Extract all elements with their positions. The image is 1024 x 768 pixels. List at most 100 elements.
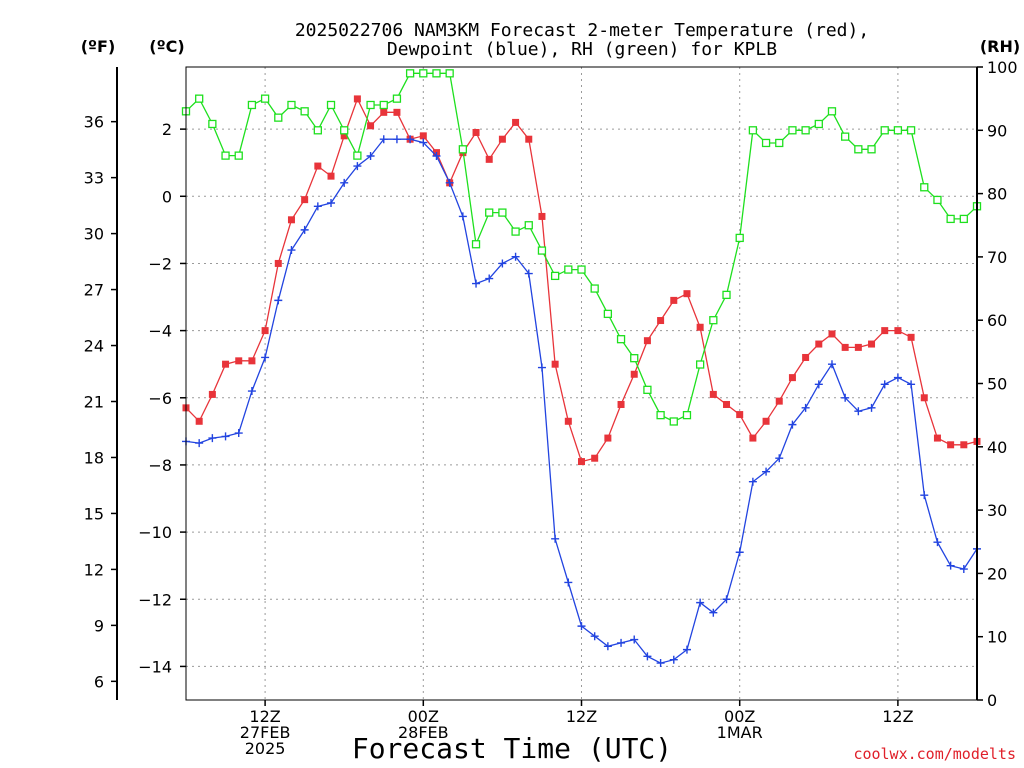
rh-point: [208, 119, 217, 129]
rh-point: [735, 233, 744, 243]
dewpoint-point: [722, 595, 731, 604]
2-meter-temperature-point: [854, 343, 862, 351]
rh-point: [195, 94, 204, 103]
x-tick-label: 00Z: [408, 707, 439, 726]
2-meter-temperature-point: [393, 108, 401, 116]
dewpoint-point: [709, 608, 718, 617]
celsius-tick-label: 2: [162, 120, 172, 139]
rh-tick-label: 90: [987, 121, 1007, 140]
rh-point: [656, 410, 665, 420]
dewpoint-point: [234, 429, 243, 438]
x-tick-label: 12Z: [249, 707, 280, 726]
2-meter-temperature-point: [340, 132, 348, 140]
2-meter-temperature-point: [881, 327, 889, 335]
dewpoint-point: [458, 212, 467, 221]
fahrenheit-tick-label: 18: [84, 448, 104, 467]
2-meter-temperature-point: [287, 216, 295, 224]
fahrenheit-unit-label: (ºF): [81, 37, 116, 56]
celsius-tick-label: −6: [148, 389, 172, 408]
rh-point: [524, 221, 533, 230]
rh-point: [709, 316, 718, 325]
grid-lines: [186, 67, 977, 700]
dewpoint-point: [801, 403, 810, 412]
fahrenheit-tick-label: 27: [84, 281, 104, 300]
rh-tick-label: 30: [987, 501, 1007, 520]
2-meter-temperature-point: [933, 434, 941, 442]
2-meter-temperature-point: [762, 417, 770, 425]
2-meter-temperature-point: [538, 212, 546, 220]
rh-point: [498, 208, 507, 217]
rh-point: [814, 119, 823, 129]
dewpoint-point: [247, 387, 256, 396]
fahrenheit-tick-label: 21: [84, 393, 104, 412]
dewpoint-point: [762, 467, 771, 476]
dewpoint-point: [880, 380, 889, 389]
dewpoint-point: [445, 178, 454, 187]
rh-point: [537, 246, 547, 255]
2-meter-temperature-point: [380, 108, 388, 116]
dewpoint-point: [603, 642, 612, 651]
2-meter-temperature-point: [195, 417, 203, 425]
dewpoint-point: [353, 162, 362, 171]
plot-frame: [185, 66, 978, 701]
rh-point: [221, 151, 230, 160]
rh-point: [590, 284, 599, 293]
dewpoint-point: [208, 434, 217, 443]
rh-unit-label: (RH): [980, 37, 1020, 56]
rh-point: [933, 195, 942, 205]
dewpoint-point: [432, 151, 441, 160]
2-meter-temperature-point: [353, 95, 361, 103]
dewpoint-point: [340, 178, 349, 187]
2-meter-temperature-point: [512, 118, 520, 126]
rh-tick-label: 60: [987, 311, 1007, 330]
dewpoint-point: [933, 538, 942, 547]
rh-point: [340, 126, 349, 135]
2-meter-temperature-point: [947, 441, 955, 449]
rh-point: [471, 240, 481, 249]
2-meter-temperature-point: [525, 135, 533, 143]
2-meter-temperature-point: [419, 132, 427, 140]
rh-point: [841, 132, 850, 141]
dewpoint-point: [643, 652, 652, 661]
2-meter-temperature-point: [591, 454, 599, 462]
rh-point: [669, 417, 678, 426]
rh-point: [722, 290, 731, 300]
rh-point: [867, 145, 876, 154]
rh-point: [432, 69, 441, 78]
dewpoint-point: [327, 199, 336, 208]
chart-title-line1: 2025022706 NAM3KM Forecast 2-meter Tempe…: [295, 20, 869, 41]
rh-point: [234, 151, 243, 160]
x-tick-label: 2025: [245, 739, 286, 758]
rh-point: [326, 100, 336, 110]
rh-point: [643, 385, 652, 394]
x-tick-label: 00Z: [724, 707, 755, 726]
rh-tick-label: 100: [987, 58, 1018, 77]
rh-point: [682, 410, 692, 420]
rh-point: [788, 126, 797, 135]
celsius-tick-label: 0: [162, 187, 172, 206]
2-meter-temperature-point: [841, 343, 849, 351]
fahrenheit-tick-label: 6: [94, 672, 104, 691]
dewpoint-point: [577, 622, 586, 631]
dewpoint-point: [841, 393, 850, 402]
dewpoint-point: [590, 632, 599, 641]
dewpoint-point: [827, 360, 836, 369]
dewpoint-point: [300, 225, 309, 234]
2-meter-temperature-point: [802, 353, 810, 361]
rh-tick-label: 40: [987, 438, 1007, 457]
2-meter-temperature-point: [696, 323, 704, 331]
dewpoint-point: [195, 439, 204, 448]
2-meter-temperature-point: [920, 394, 928, 402]
2-meter-temperature-point: [301, 196, 309, 204]
rh-tick-label: 20: [987, 564, 1007, 583]
rh-point: [801, 126, 810, 135]
2-meter-temperature-point: [894, 327, 902, 335]
dewpoint-point: [696, 598, 705, 607]
dewpoint-point: [775, 454, 784, 463]
2-meter-temperature-point: [749, 434, 757, 442]
dewpoint-point: [893, 373, 902, 382]
rh-tick-label: 70: [987, 248, 1007, 267]
dewpoint-point: [274, 296, 283, 305]
dewpoint-point: [287, 246, 296, 255]
